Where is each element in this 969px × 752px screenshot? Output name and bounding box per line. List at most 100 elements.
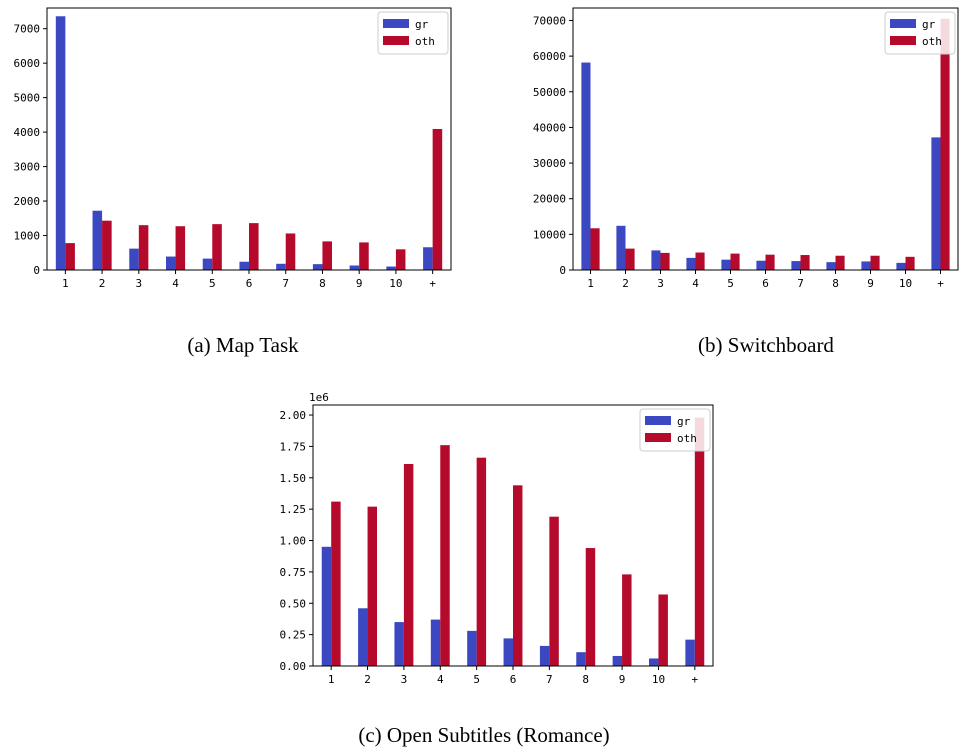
bar-gr-10 (649, 658, 659, 666)
x-tick-label: + (692, 673, 699, 686)
bar-oth-5 (212, 224, 222, 270)
x-tick-label: 9 (356, 277, 363, 290)
x-tick-label: 8 (582, 673, 589, 686)
bar-oth-9 (870, 255, 880, 270)
bar-oth-9 (622, 574, 632, 666)
bar-oth-8 (835, 255, 845, 270)
x-tick-label: + (429, 277, 436, 290)
x-tick-label: 1 (328, 673, 335, 686)
y-tick-label: 1.75 (280, 440, 307, 453)
bar-oth-1 (65, 243, 75, 270)
bar-oth-3 (660, 252, 670, 270)
axes-frame (572, 7, 959, 271)
bar-gr-7 (791, 261, 801, 270)
y-tick-label: 50000 (533, 86, 566, 99)
legend-swatch-oth (890, 36, 916, 45)
bar-gr-6 (756, 260, 766, 270)
caption-switchboard: (b) Switchboard (698, 333, 834, 357)
y-tick-label: 40000 (533, 121, 566, 134)
x-tick-label: 3 (657, 277, 664, 290)
bar-gr-8 (312, 264, 323, 270)
bar-gr-5 (202, 258, 213, 270)
x-tick-label: 9 (867, 277, 874, 290)
bar-gr-7 (539, 645, 550, 666)
y-tick-label: 3000 (14, 161, 41, 174)
bar-oth-2 (102, 220, 112, 270)
legend-label-oth: oth (415, 35, 435, 48)
bar-gr-+ (685, 639, 695, 666)
y-tick-label: 10000 (533, 228, 566, 241)
x-tick-label: 5 (727, 277, 734, 290)
bar-gr-3 (394, 622, 404, 666)
bar-oth-7 (549, 516, 559, 666)
x-tick-label: 4 (692, 277, 699, 290)
bar-oth-6 (513, 485, 523, 666)
bar-gr-8 (826, 262, 836, 270)
x-tick-label: 4 (437, 673, 444, 686)
bar-oth-10 (658, 594, 668, 666)
bar-oth-7 (800, 255, 810, 270)
bar-gr-5 (721, 259, 731, 270)
legend-label-gr: gr (922, 18, 936, 31)
x-tick-label: 7 (282, 277, 289, 290)
x-tick-label: 2 (99, 277, 106, 290)
bar-gr-6 (503, 638, 513, 666)
bar-gr-+ (423, 247, 433, 270)
y-tick-label: 0.50 (280, 597, 307, 610)
bar-oth-10 (395, 249, 406, 270)
bar-oth-3 (138, 225, 149, 270)
bar-gr-1 (55, 16, 66, 270)
y-tick-label: 1000 (14, 230, 41, 243)
x-tick-label: 10 (389, 277, 402, 290)
y-tick-label: 70000 (533, 14, 566, 27)
x-tick-label: 1 (62, 277, 69, 290)
x-tick-label: 6 (510, 673, 517, 686)
bar-gr-10 (386, 266, 396, 270)
bar-gr-3 (129, 248, 139, 270)
y-tick-label: 1.25 (280, 503, 307, 516)
x-tick-label: 5 (209, 277, 216, 290)
y-tick-label: 1.00 (280, 535, 307, 548)
y-tick-label: 1.50 (280, 472, 307, 485)
x-tick-label: 6 (762, 277, 769, 290)
caption-map-task: (a) Map Task (187, 333, 299, 357)
x-tick-label: 5 (473, 673, 480, 686)
bar-gr-9 (612, 655, 623, 666)
legend-label-gr: gr (677, 415, 691, 428)
bar-oth-6 (249, 223, 259, 270)
y-tick-label: 20000 (533, 193, 566, 206)
axes-frame (46, 7, 452, 271)
bar-gr-6 (239, 261, 249, 270)
y-tick-label: 60000 (533, 50, 566, 63)
bar-oth-2 (367, 506, 377, 666)
chart-map-task: 1 2 3 4 5 6 7 8 9 10 +0 1000 2000 3000 4000 5000 6000 700… (14, 7, 452, 290)
bar-oth-8 (322, 241, 332, 270)
legend-swatch-gr (383, 19, 409, 28)
bar-oth-6 (765, 254, 775, 270)
bar-oth-3 (403, 463, 414, 666)
y-tick-label: 0 (559, 264, 566, 277)
bar-gr-4 (430, 619, 441, 666)
bar-oth-4 (175, 226, 186, 270)
bar-oth-10 (905, 256, 915, 270)
x-tick-label: 7 (546, 673, 553, 686)
bar-oth-5 (476, 457, 487, 666)
chart-switchboard: gr oth 1 2 3 4 5 6 7 8 9 10 +0 10000 20000 30000 40000 50… (533, 7, 959, 290)
legend-swatch-oth (383, 36, 409, 45)
legend: gr oth (884, 11, 956, 55)
bar-gr-8 (576, 652, 586, 666)
y-tick-label: 6000 (14, 57, 41, 70)
x-tick-label: 8 (319, 277, 326, 290)
bar-gr-2 (616, 225, 626, 270)
x-tick-label: 2 (622, 277, 629, 290)
chart-open-subtitles: gr oth 1 2 3 4 5 6 7 8 9 10 +0.00 0.25 0.50 0.75 1.00 1.2… (280, 391, 714, 686)
bar-oth-7 (285, 233, 296, 270)
bar-oth-+ (694, 417, 705, 666)
legend-label-oth: oth (677, 432, 697, 445)
legend: gr oth (639, 408, 711, 452)
y-tick-label: 2.00 (280, 409, 307, 422)
x-tick-label: 10 (652, 673, 665, 686)
bar-gr-7 (276, 263, 286, 270)
y-tick-label: 4000 (14, 126, 41, 139)
